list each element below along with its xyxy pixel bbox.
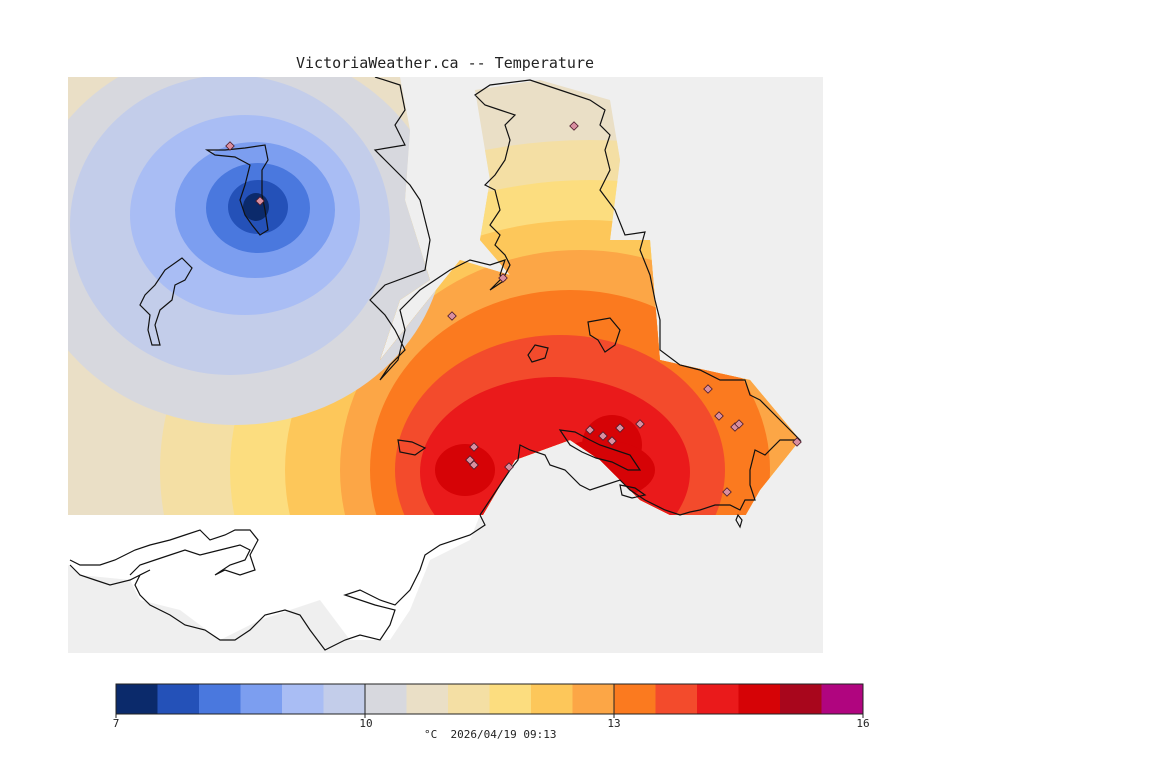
legend-caption: °C 2026/04/19 09:13 <box>424 728 556 741</box>
legend-swatch <box>282 684 324 714</box>
legend-swatch <box>406 684 449 714</box>
legend-swatch <box>489 684 532 714</box>
station-marker[interactable] <box>703 384 713 394</box>
station-marker[interactable] <box>615 423 625 433</box>
units-label: °C <box>424 728 438 741</box>
station-marker[interactable] <box>607 436 617 446</box>
southern-landmass <box>68 515 480 640</box>
legend-swatch <box>448 684 490 714</box>
station-marker[interactable] <box>469 442 479 452</box>
station-marker[interactable] <box>734 419 744 429</box>
legend-swatch <box>738 684 781 714</box>
legend-swatch <box>821 684 864 714</box>
legend-swatch <box>780 684 822 714</box>
legend-swatch <box>116 684 158 714</box>
legend-swatch <box>323 684 366 714</box>
legend-swatch <box>697 684 739 714</box>
legend-swatch <box>240 684 283 714</box>
legend-tick-13: 13 <box>607 717 621 730</box>
station-marker[interactable] <box>447 311 457 321</box>
station-marker[interactable] <box>465 455 475 465</box>
legend-tick-7: 7 <box>112 717 120 730</box>
station-marker[interactable] <box>598 431 608 441</box>
station-marker[interactable] <box>585 425 595 435</box>
station-marker[interactable] <box>635 419 645 429</box>
legend-tick-10: 10 <box>359 717 373 730</box>
temperature-field <box>68 77 800 515</box>
coastlines <box>69 77 802 651</box>
color-legend-bar <box>115 683 864 718</box>
legend-swatch <box>531 684 573 714</box>
station-marker[interactable] <box>792 437 802 447</box>
weather-stations <box>225 121 802 497</box>
station-marker[interactable] <box>569 121 579 131</box>
legend-swatch <box>614 684 656 714</box>
station-marker[interactable] <box>722 487 732 497</box>
map-title: VictoriaWeather.ca -- Temperature <box>295 54 594 72</box>
timestamp-label: 2026/04/19 09:13 <box>450 728 557 741</box>
station-marker[interactable] <box>714 411 724 421</box>
station-marker[interactable] <box>225 141 235 151</box>
station-marker[interactable] <box>498 273 508 283</box>
legend-tick-16: 16 <box>856 717 870 730</box>
legend-swatch <box>655 684 698 714</box>
legend-swatch <box>365 684 407 714</box>
station-marker[interactable] <box>504 462 514 472</box>
legend-swatch <box>199 684 241 714</box>
station-marker[interactable] <box>255 196 265 206</box>
legend-swatch <box>572 684 615 714</box>
legend-swatch <box>157 684 200 714</box>
